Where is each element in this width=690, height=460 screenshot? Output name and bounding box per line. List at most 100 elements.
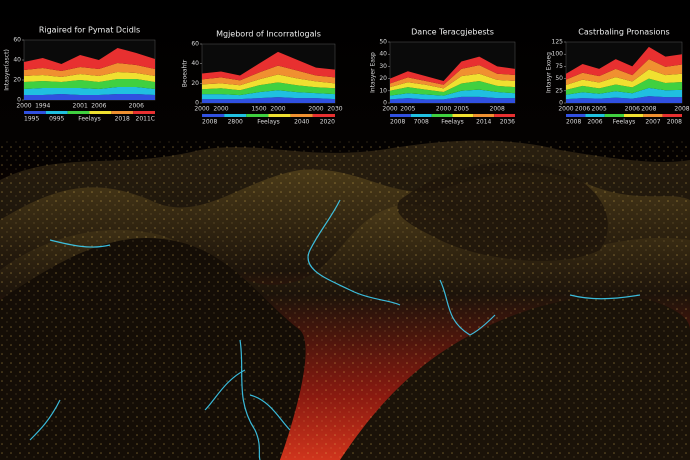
legend-swatch	[410, 114, 432, 117]
legend-swatch	[89, 111, 112, 114]
legend-swatch	[473, 114, 495, 117]
legend-swatch	[604, 114, 624, 117]
chart-title: Castrbaling Pronasions	[578, 28, 669, 37]
y-tick-label: 60	[13, 37, 21, 44]
bottom-label: 0995	[49, 116, 64, 123]
legend-swatch	[133, 111, 155, 114]
y-tick-label: 0	[17, 97, 21, 104]
mini-chart: Dance Teracgjebests Intasyer Easp 0 10 20 30 4…	[370, 28, 516, 126]
x-axis-label: Feelays	[441, 119, 464, 126]
area-layer	[566, 96, 682, 103]
y-tick-label: 75	[555, 63, 563, 70]
x-tick-label: 2001	[73, 103, 88, 110]
bottom-label: 2008	[667, 119, 682, 126]
area-layer	[390, 56, 515, 85]
y-tick-label: 100	[552, 51, 564, 58]
y-tick-label: 40	[379, 51, 387, 58]
area-layer	[24, 48, 155, 71]
y-tick-label: 50	[555, 75, 563, 82]
area-layer	[566, 87, 682, 100]
legend-swatch	[45, 111, 68, 114]
area-layer	[202, 51, 335, 81]
area-layer	[202, 90, 335, 100]
legend-swatch	[390, 114, 411, 117]
y-tick-label: 60	[191, 41, 199, 48]
area-layer	[24, 72, 155, 82]
river	[49, 239, 641, 300]
x-tick-label: 2000	[213, 106, 228, 113]
x-tick-label: 2000	[308, 106, 323, 113]
x-axis-label: Feelays	[613, 119, 636, 126]
area-layer	[202, 97, 335, 103]
area-layer	[566, 59, 682, 85]
bottom-label: 2008	[202, 119, 217, 126]
y-tick-label: 10	[379, 87, 387, 94]
mini-chart: Rigaired for Pymat Dcidls Intasyer(asct) 0…	[4, 26, 156, 123]
legend-swatch	[246, 114, 269, 117]
x-tick-label: 2000	[194, 106, 209, 113]
bottom-label: 2008	[390, 119, 405, 126]
chart-title: Rigaired for Pymat Dcidls	[39, 26, 140, 35]
area-layer	[390, 81, 515, 96]
x-tick-label: 2006	[129, 103, 144, 110]
legend-swatch	[111, 111, 134, 114]
legend-swatch	[494, 114, 515, 117]
x-axis-label: Feelays	[257, 119, 280, 126]
y-tick-label: 40	[13, 57, 21, 64]
y-tick-label: 20	[191, 80, 199, 87]
area-layer	[390, 89, 515, 100]
area-layer	[24, 63, 155, 77]
x-tick-label: 2005	[454, 106, 469, 113]
y-axis-label: Intasyr Exoeg	[546, 52, 553, 93]
legend-swatch	[290, 114, 313, 117]
y-axis-label: Intasyer(asct)	[4, 49, 11, 91]
river	[29, 399, 61, 441]
bottom-label: 2007	[645, 119, 660, 126]
legend-swatch	[202, 114, 225, 117]
area-layer	[390, 65, 515, 89]
bottom-label: 2006	[587, 119, 602, 126]
area-layer	[390, 96, 515, 103]
area-layer	[24, 94, 155, 100]
x-tick-label: 2008	[674, 106, 689, 113]
legend-strip	[566, 114, 682, 117]
x-tick-label: 2000	[16, 103, 31, 110]
area-layer	[24, 79, 155, 89]
bottom-label: 7008	[414, 119, 429, 126]
x-tick-label: 2008	[641, 106, 656, 113]
terrain	[0, 140, 690, 460]
mini-chart: Castrbaling Pronasions Intasyr Exoeg 0 25 50…	[546, 28, 690, 126]
legend-swatch	[67, 111, 90, 114]
x-axis-label: Feelays	[78, 116, 101, 123]
legend-swatch	[312, 114, 335, 117]
x-tick-label: 2005	[400, 106, 415, 113]
river	[204, 339, 291, 460]
area-layer	[566, 78, 682, 95]
y-tick-label: 20	[379, 75, 387, 82]
bottom-label: 2040	[294, 119, 309, 126]
bottom-label: 2008	[566, 119, 581, 126]
area-layer	[566, 46, 682, 80]
bottom-label: 2800	[228, 119, 243, 126]
y-tick-label: 125	[552, 39, 564, 46]
chart-title: Mgjebord of Incorratlogals	[216, 30, 321, 39]
y-tick-label: 0	[383, 100, 387, 107]
legend-swatch	[566, 114, 586, 117]
legend-swatch	[662, 114, 682, 117]
charts: Rigaired for Pymat Dcidls Intasyer(asct) 0…	[4, 26, 690, 126]
area-layer	[390, 73, 515, 93]
bottom-label: 2011C	[136, 116, 155, 123]
area-layer	[202, 82, 335, 96]
x-tick-label: 2000	[436, 106, 451, 113]
legend-swatch	[24, 111, 46, 114]
x-tick-label: 2030	[327, 106, 342, 113]
legend-swatch	[585, 114, 605, 117]
area-layer	[202, 74, 335, 91]
y-tick-label: 25	[555, 87, 563, 94]
area-layer	[202, 65, 335, 86]
y-axis-label: Beoeahtr	[182, 59, 189, 87]
y-axis-label: Intasyer Easp	[370, 52, 377, 93]
legend-swatch	[431, 114, 453, 117]
